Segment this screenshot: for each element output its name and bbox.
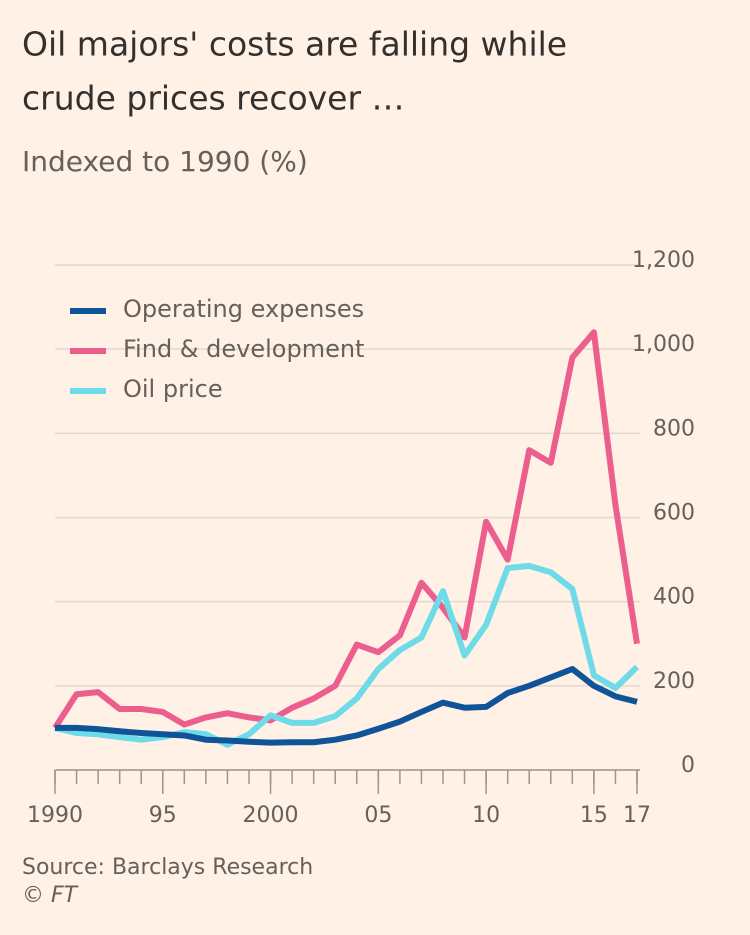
line-series: [55, 666, 638, 746]
chart-subtitle: Indexed to 1990 (%): [22, 145, 308, 178]
legend-label: Operating expenses: [123, 295, 364, 323]
y-tick-label: 1,200: [632, 248, 695, 273]
line-series: [52, 329, 640, 730]
x-tick-label: 05: [364, 803, 392, 828]
x-tick-label: 15: [580, 803, 608, 828]
chart-title: Oil majors' costs are falling while: [22, 25, 567, 64]
y-tick-label: 0: [681, 753, 695, 778]
y-tick-label: 1,000: [632, 332, 695, 357]
x-tick-label: 1990: [27, 803, 83, 828]
chart-title: crude prices recover …: [22, 79, 405, 118]
line-series: [54, 562, 640, 748]
y-tick-label: 200: [653, 669, 695, 694]
source: Source: Barclays Research: [22, 855, 313, 880]
legend-label: Oil price: [123, 375, 223, 403]
x-tick-label: 2000: [243, 803, 299, 828]
x-tick-label: 95: [149, 803, 177, 828]
y-tick-label: 800: [653, 416, 695, 441]
y-tick-label: 400: [653, 585, 695, 610]
x-tick-label: 17: [623, 803, 651, 828]
y-tick-label: 600: [653, 501, 695, 526]
copyright: © FT: [22, 883, 79, 908]
legend-label: Find & development: [123, 335, 364, 363]
x-tick-label: 10: [472, 803, 500, 828]
